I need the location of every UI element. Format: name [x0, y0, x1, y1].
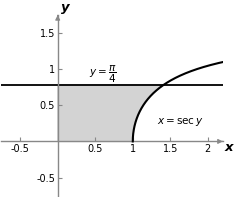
Polygon shape [58, 85, 164, 141]
Text: $x = \sec y$: $x = \sec y$ [157, 116, 203, 128]
Text: y: y [61, 1, 69, 14]
Text: x: x [224, 141, 233, 154]
Text: $y = \dfrac{\pi}{4}$: $y = \dfrac{\pi}{4}$ [89, 64, 117, 85]
